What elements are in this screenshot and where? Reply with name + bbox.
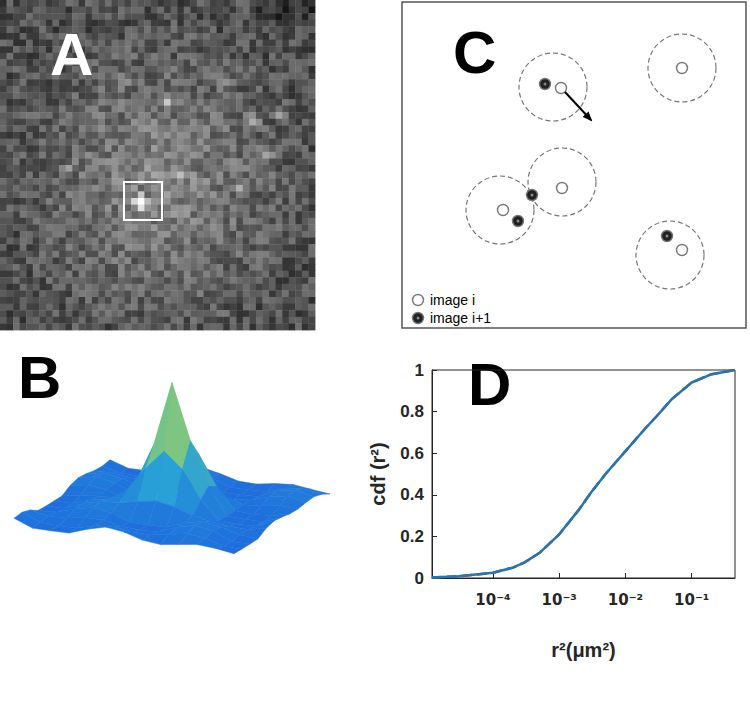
- svg-text:D: D: [468, 351, 511, 418]
- svg-text:image i+1: image i+1: [430, 310, 491, 326]
- svg-text:0.8: 0.8: [400, 402, 424, 421]
- svg-text:cdf (r²): cdf (r²): [367, 442, 389, 505]
- svg-text:10⁻³: 10⁻³: [542, 591, 577, 609]
- svg-text:A: A: [50, 21, 93, 88]
- svg-text:r²(μm²): r²(μm²): [551, 639, 615, 661]
- svg-text:image i: image i: [430, 292, 475, 308]
- svg-text:10⁻¹: 10⁻¹: [674, 591, 709, 609]
- svg-text:0.2: 0.2: [400, 527, 424, 546]
- svg-text:1: 1: [415, 361, 424, 380]
- svg-text:C: C: [453, 19, 496, 86]
- svg-text:10⁻⁴: 10⁻⁴: [475, 591, 510, 609]
- svg-text:0.6: 0.6: [400, 444, 424, 463]
- svg-text:10⁻²: 10⁻²: [608, 591, 643, 609]
- svg-text:B: B: [18, 344, 61, 411]
- svg-text:0: 0: [415, 569, 424, 588]
- svg-text:0.4: 0.4: [400, 485, 424, 504]
